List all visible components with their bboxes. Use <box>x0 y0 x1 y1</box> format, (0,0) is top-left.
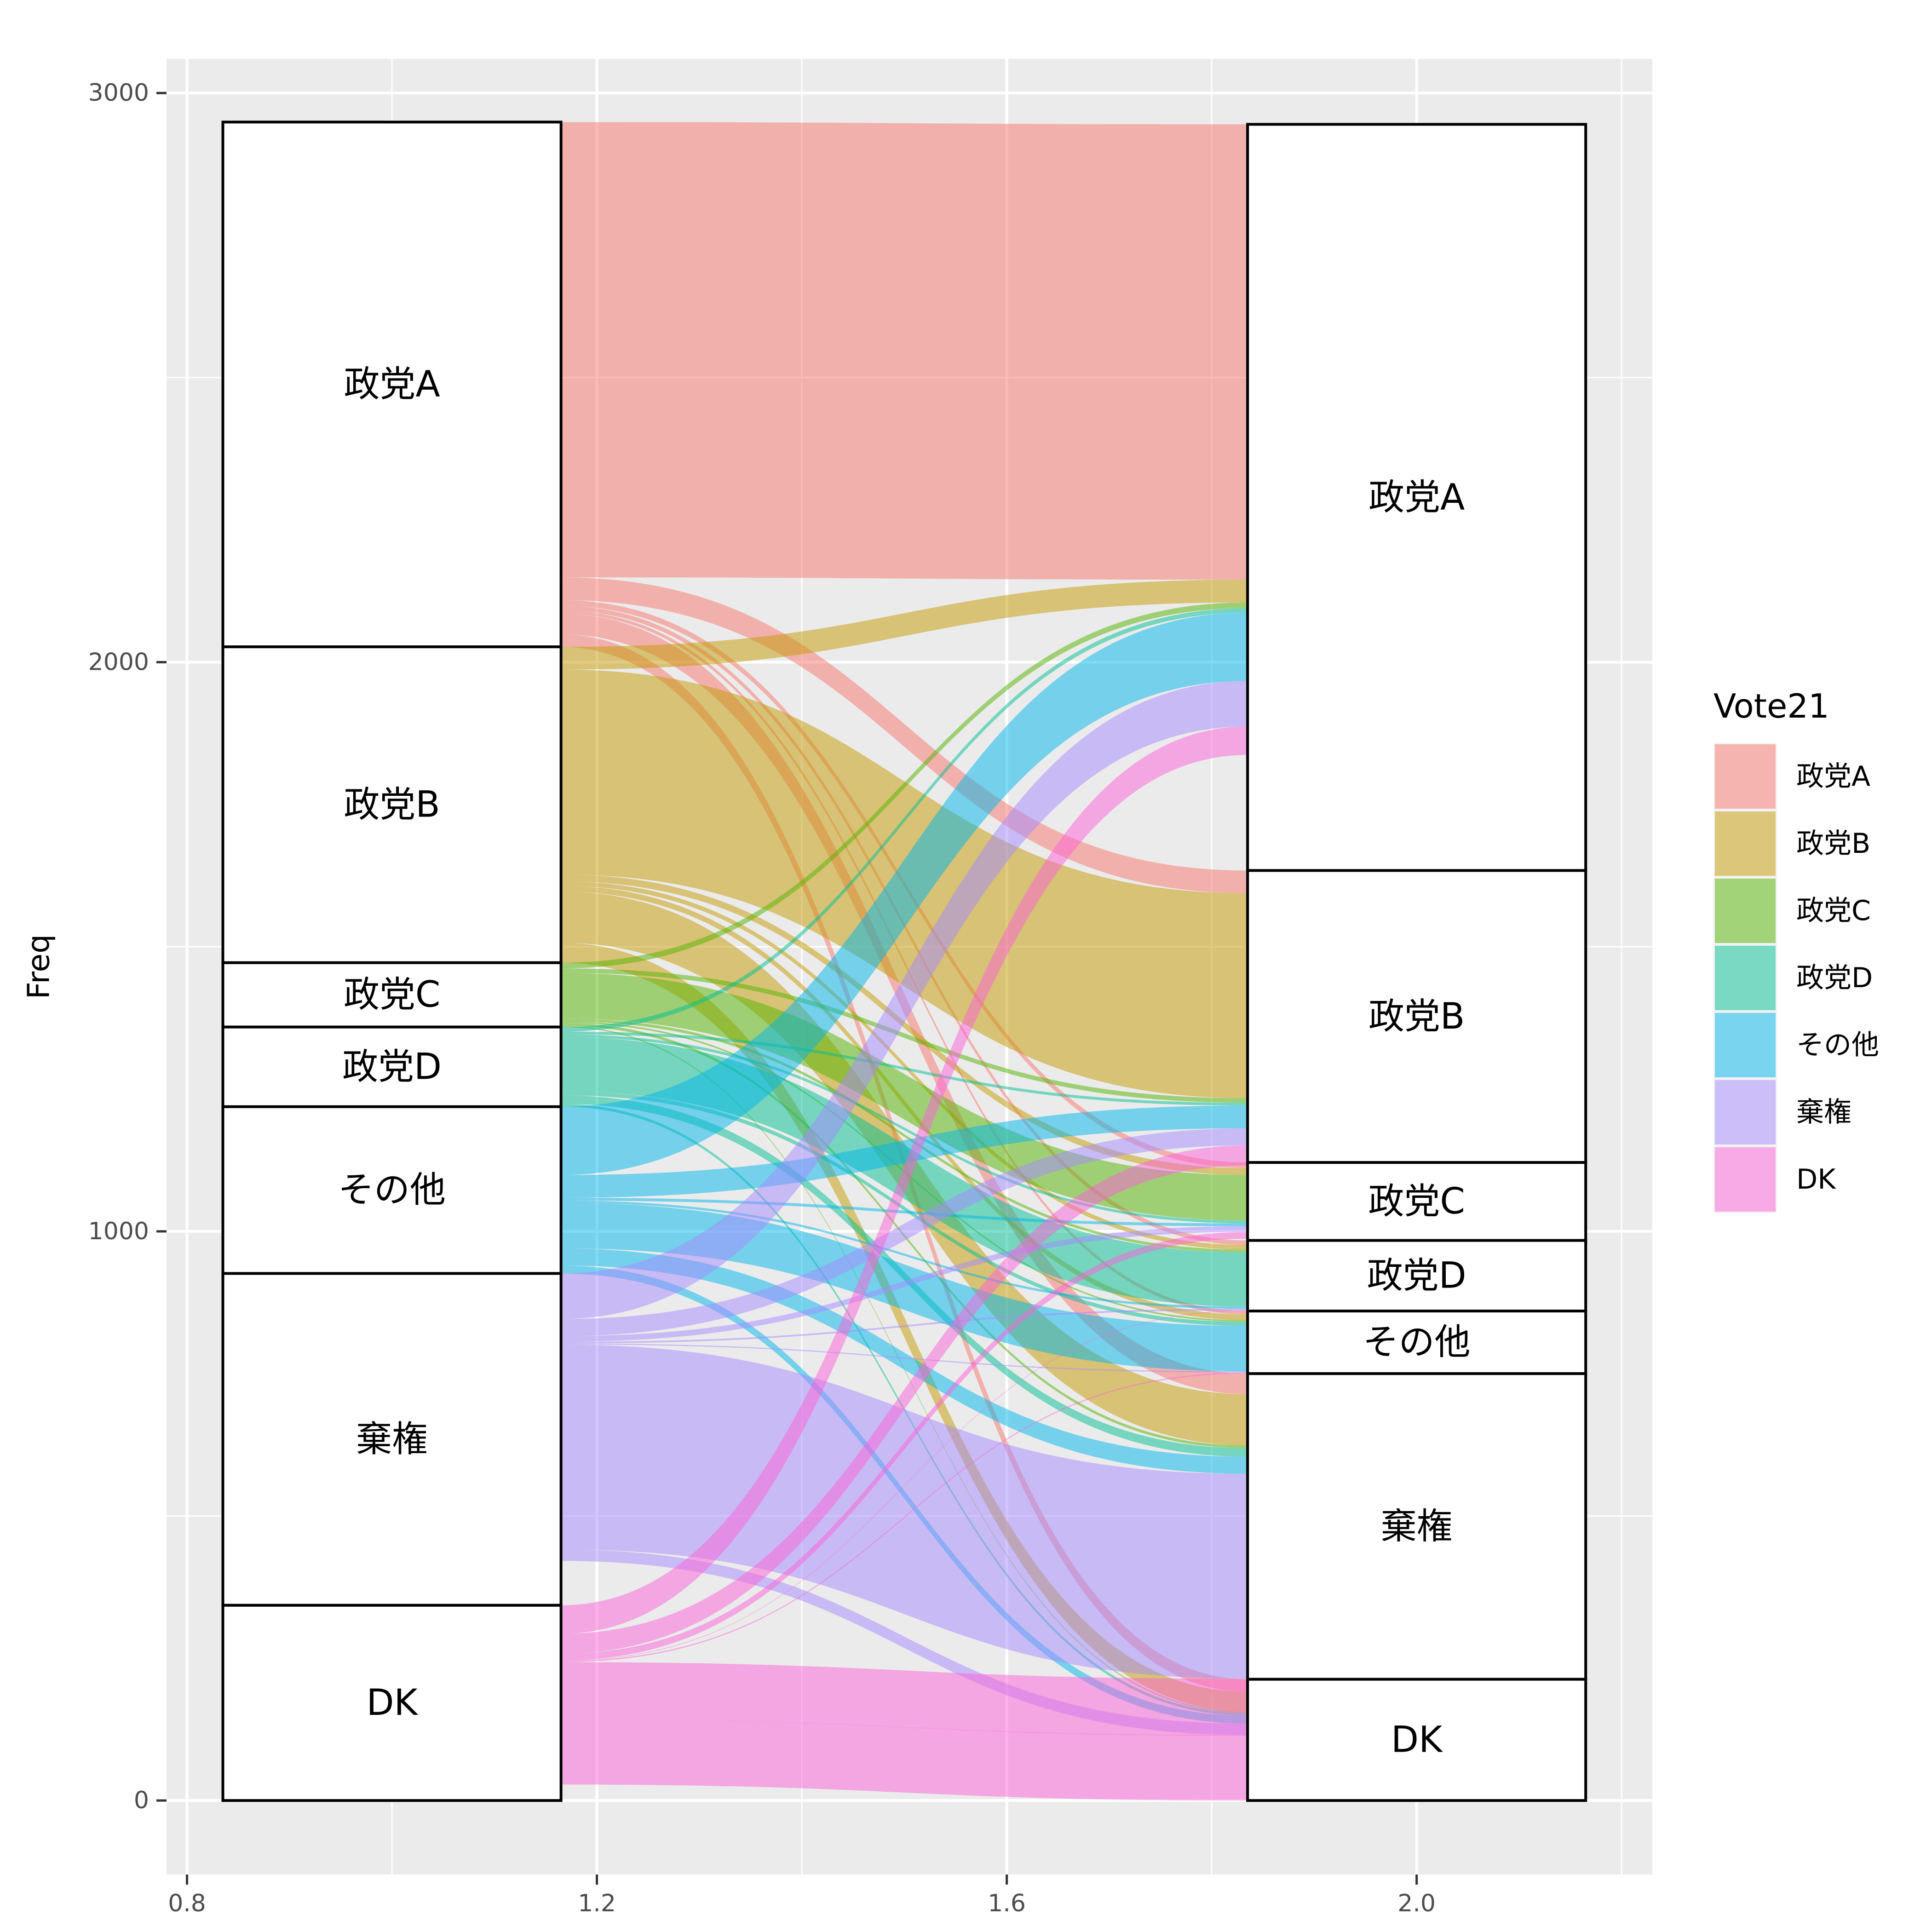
legend-key <box>1715 946 1776 1010</box>
legend-key <box>1715 811 1776 876</box>
stratum-label: 政党D <box>1367 1255 1466 1296</box>
flow <box>561 881 1248 1250</box>
stratum-label: その他 <box>1363 1322 1471 1363</box>
legend-label: 棄権 <box>1796 1096 1852 1128</box>
flow <box>561 726 1248 1634</box>
flow <box>561 612 1248 1175</box>
legend-label: 政党D <box>1796 962 1873 994</box>
flow <box>561 681 1248 1319</box>
flow <box>561 1197 1248 1226</box>
legend-key <box>1715 879 1776 943</box>
stratum-label: 棄権 <box>356 1419 428 1460</box>
flow <box>561 1105 1248 1198</box>
stratum-label: 政党A <box>1368 477 1465 518</box>
flow <box>561 602 1248 969</box>
flow <box>561 1232 1248 1661</box>
stratum <box>221 1272 563 1607</box>
legend-title: Vote21 <box>1714 687 1829 725</box>
flow <box>561 1128 1248 1336</box>
legend-label: 政党C <box>1796 895 1871 927</box>
legend-key <box>1715 744 1776 809</box>
legend-label: その他 <box>1796 1029 1879 1061</box>
legend-label: DK <box>1796 1163 1836 1196</box>
stratum-label: DK <box>1391 1719 1443 1760</box>
flow <box>561 580 1248 670</box>
flow <box>561 1343 1248 1373</box>
flow <box>561 874 1248 1175</box>
stratum <box>221 961 563 1029</box>
x-tick-label: 1.6 <box>988 1890 1026 1917</box>
flow <box>561 1018 1248 1253</box>
legend-key <box>1715 1147 1776 1212</box>
stratum <box>221 1604 563 1802</box>
flow <box>561 1549 1248 1735</box>
stratum <box>1246 1239 1587 1313</box>
flow <box>561 1662 1248 1736</box>
flow <box>561 1031 1248 1106</box>
flows <box>561 122 1248 1801</box>
y-tick-label: 3000 <box>88 79 149 107</box>
legend-key <box>1715 1013 1776 1077</box>
flow <box>561 577 1248 893</box>
stratum-label: 政党B <box>1368 996 1465 1037</box>
y-axis-title: Freq <box>21 934 57 999</box>
y-tick-label: 0 <box>134 1787 149 1814</box>
stratum <box>1246 123 1587 872</box>
stratum-label: その他 <box>338 1169 446 1211</box>
legend-key <box>1715 1080 1776 1144</box>
stratum <box>1246 1310 1587 1375</box>
flow <box>561 1345 1248 1679</box>
flow <box>561 1201 1248 1309</box>
y-tick-label: 2000 <box>88 649 149 676</box>
flow <box>561 1372 1248 1662</box>
stratum <box>221 1105 563 1275</box>
stratum-label: 政党C <box>1368 1181 1465 1222</box>
stratum-label: 政党C <box>344 974 440 1016</box>
y-tick-label: 1000 <box>88 1218 149 1245</box>
stratum <box>1246 1372 1587 1681</box>
flow <box>561 1145 1248 1654</box>
flow <box>561 122 1248 580</box>
x-axis: 0.8 1.2 1.6 2.0 <box>168 1874 1436 1917</box>
stratum <box>1246 1678 1587 1802</box>
stratum <box>221 645 563 964</box>
x-tick-label: 2.0 <box>1397 1890 1436 1917</box>
stratum <box>1246 1161 1587 1242</box>
stratum <box>221 1025 563 1108</box>
stratum <box>1246 869 1587 1164</box>
stratum-label: 政党B <box>344 784 440 825</box>
flow <box>561 608 1248 1032</box>
flow <box>561 943 1248 1712</box>
stratum-label: 棄権 <box>1381 1506 1453 1547</box>
stratum-label: 政党A <box>344 364 440 405</box>
x-tick-label: 1.2 <box>578 1890 616 1917</box>
flow <box>561 1310 1248 1662</box>
legend-label: 政党B <box>1796 828 1870 860</box>
flow <box>561 1226 1248 1342</box>
x-tick-label: 0.8 <box>168 1890 206 1917</box>
flow <box>561 1719 1248 1801</box>
flow <box>561 1309 1248 1344</box>
y-axis: 0 1000 2000 3000 <box>88 79 167 1814</box>
flow <box>561 1091 1248 1326</box>
stratum-label: 政党D <box>342 1046 442 1087</box>
stratum-label: DK <box>366 1682 418 1724</box>
legend-label: 政党A <box>1796 760 1870 793</box>
stratum <box>221 121 563 649</box>
flow <box>561 1034 1248 1224</box>
flow <box>561 968 1248 1103</box>
flow <box>561 1248 1248 1474</box>
